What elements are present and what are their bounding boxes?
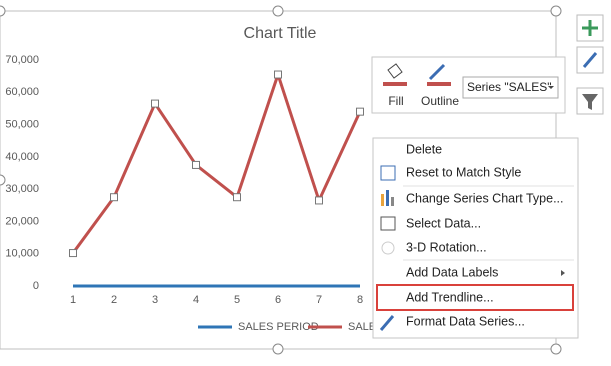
fill-label[interactable]: Fill (388, 94, 403, 108)
x-tick-label: 1 (70, 294, 76, 306)
x-tick-label: 7 (316, 294, 322, 306)
menu-item[interactable]: Select Data... (406, 216, 481, 230)
y-tick-label: 0 (33, 280, 39, 292)
outline-label[interactable]: Outline (421, 94, 459, 108)
y-tick-label: 40,000 (5, 151, 39, 163)
y-tick-label: 10,000 (5, 248, 39, 260)
y-tick-label: 20,000 (5, 215, 39, 227)
point-marker[interactable] (152, 100, 159, 107)
point-marker[interactable] (316, 197, 323, 204)
x-tick-label: 6 (275, 294, 281, 306)
menu-item[interactable]: Add Data Labels (406, 265, 498, 279)
x-tick-label: 8 (357, 294, 363, 306)
y-tick-label: 60,000 (5, 86, 39, 98)
y-tick-label: 30,000 (5, 183, 39, 195)
point-marker[interactable] (193, 161, 200, 168)
menu-item[interactable]: Reset to Match Style (406, 165, 521, 179)
x-tick-label: 2 (111, 294, 117, 306)
chart-title: Chart Title (244, 25, 317, 42)
legend-label: SALES PERIOD (238, 321, 319, 333)
y-tick-label: 70,000 (5, 54, 39, 66)
x-tick-label: 5 (234, 294, 240, 306)
menu-item: 3-D Rotation... (406, 240, 487, 254)
side-buttons (577, 15, 603, 114)
point-marker[interactable] (70, 250, 77, 257)
point-marker[interactable] (111, 194, 118, 201)
menu-item[interactable]: Add Trendline... (406, 290, 494, 304)
menu-item[interactable]: Change Series Chart Type... (406, 191, 564, 205)
menu-item[interactable]: Delete (406, 142, 442, 156)
point-marker[interactable] (234, 194, 241, 201)
point-marker[interactable] (275, 71, 282, 78)
menu-item[interactable]: Format Data Series... (406, 314, 525, 328)
y-tick-label: 50,000 (5, 118, 39, 130)
x-tick-label: 4 (193, 294, 199, 306)
x-tick-label: 3 (152, 294, 158, 306)
series-dropdown-text[interactable]: Series "SALES" (467, 80, 552, 94)
point-marker[interactable] (357, 108, 364, 115)
